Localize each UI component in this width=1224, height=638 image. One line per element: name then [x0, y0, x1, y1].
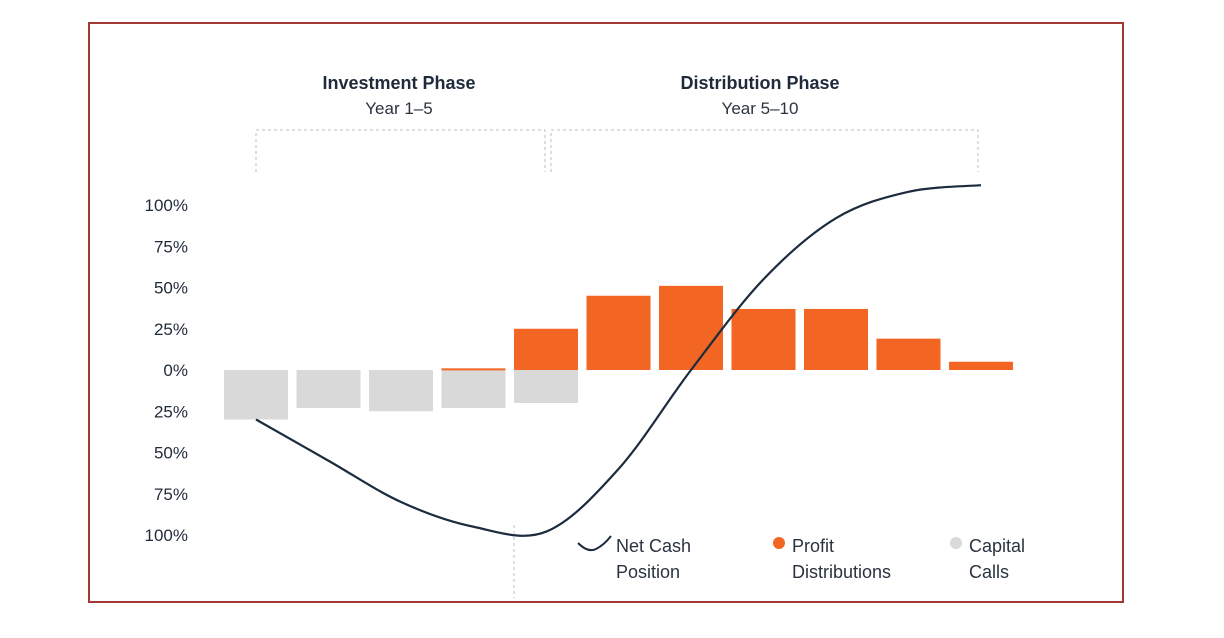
capital-call-bar: [514, 370, 578, 403]
profit-distribution-bar: [441, 368, 506, 371]
distribution-phase-bracket: [550, 129, 979, 172]
profit-distribution-bar: [876, 338, 941, 370]
investment-phase-subtitle: Year 1–5: [365, 99, 432, 118]
y-tick-label: 50%: [154, 444, 188, 463]
y-tick-label: 0%: [163, 361, 188, 380]
y-axis: 100% 75% 50% 25% 0% 25% 50% 75% 100%: [145, 196, 188, 545]
distribution-phase-title: Distribution Phase: [680, 73, 839, 93]
y-tick-label: 75%: [154, 485, 188, 504]
profit-distribution-bar: [731, 308, 796, 370]
legend-capital-line1: Capital: [969, 536, 1025, 556]
y-tick-label: 75%: [154, 237, 188, 256]
profit-distribution-bar: [659, 285, 723, 370]
distribution-phase-subtitle: Year 5–10: [722, 99, 799, 118]
legend-profit-line1: Profit: [792, 536, 834, 556]
legend: Net Cash Position Profit Distributions C…: [577, 535, 1025, 582]
gray-dot-icon: [950, 537, 962, 549]
capital-call-bar: [224, 370, 288, 420]
chart-frame: [88, 22, 1124, 603]
capital-call-bar: [296, 370, 361, 408]
y-tick-label: 25%: [154, 402, 188, 421]
capital-call-bar: [369, 370, 433, 412]
y-tick-label: 100%: [145, 526, 188, 545]
legend-net-line2: Position: [616, 562, 680, 582]
net-cash-position-line: [255, 184, 982, 537]
y-tick-label: 25%: [154, 320, 188, 339]
net-cash-line-group: [255, 184, 982, 537]
legend-net-line1: Net Cash: [616, 536, 691, 556]
profit-distribution-bar: [804, 308, 868, 370]
investment-phase-title: Investment Phase: [322, 73, 475, 93]
profit-distribution-bar: [949, 361, 1013, 370]
y-tick-label: 50%: [154, 279, 188, 298]
legend-profit-line2: Distributions: [792, 562, 891, 582]
profit-distribution-bar: [586, 295, 651, 370]
y-tick-label: 100%: [145, 196, 188, 215]
orange-dot-icon: [773, 537, 785, 549]
bars-group: [224, 285, 1013, 420]
legend-capital-line2: Calls: [969, 562, 1009, 582]
phase-brackets: [255, 129, 979, 598]
line-curve-icon: [577, 535, 612, 552]
profit-distribution-bar: [514, 328, 578, 370]
investment-phase-bracket: [255, 129, 546, 172]
capital-call-bar: [441, 370, 506, 408]
